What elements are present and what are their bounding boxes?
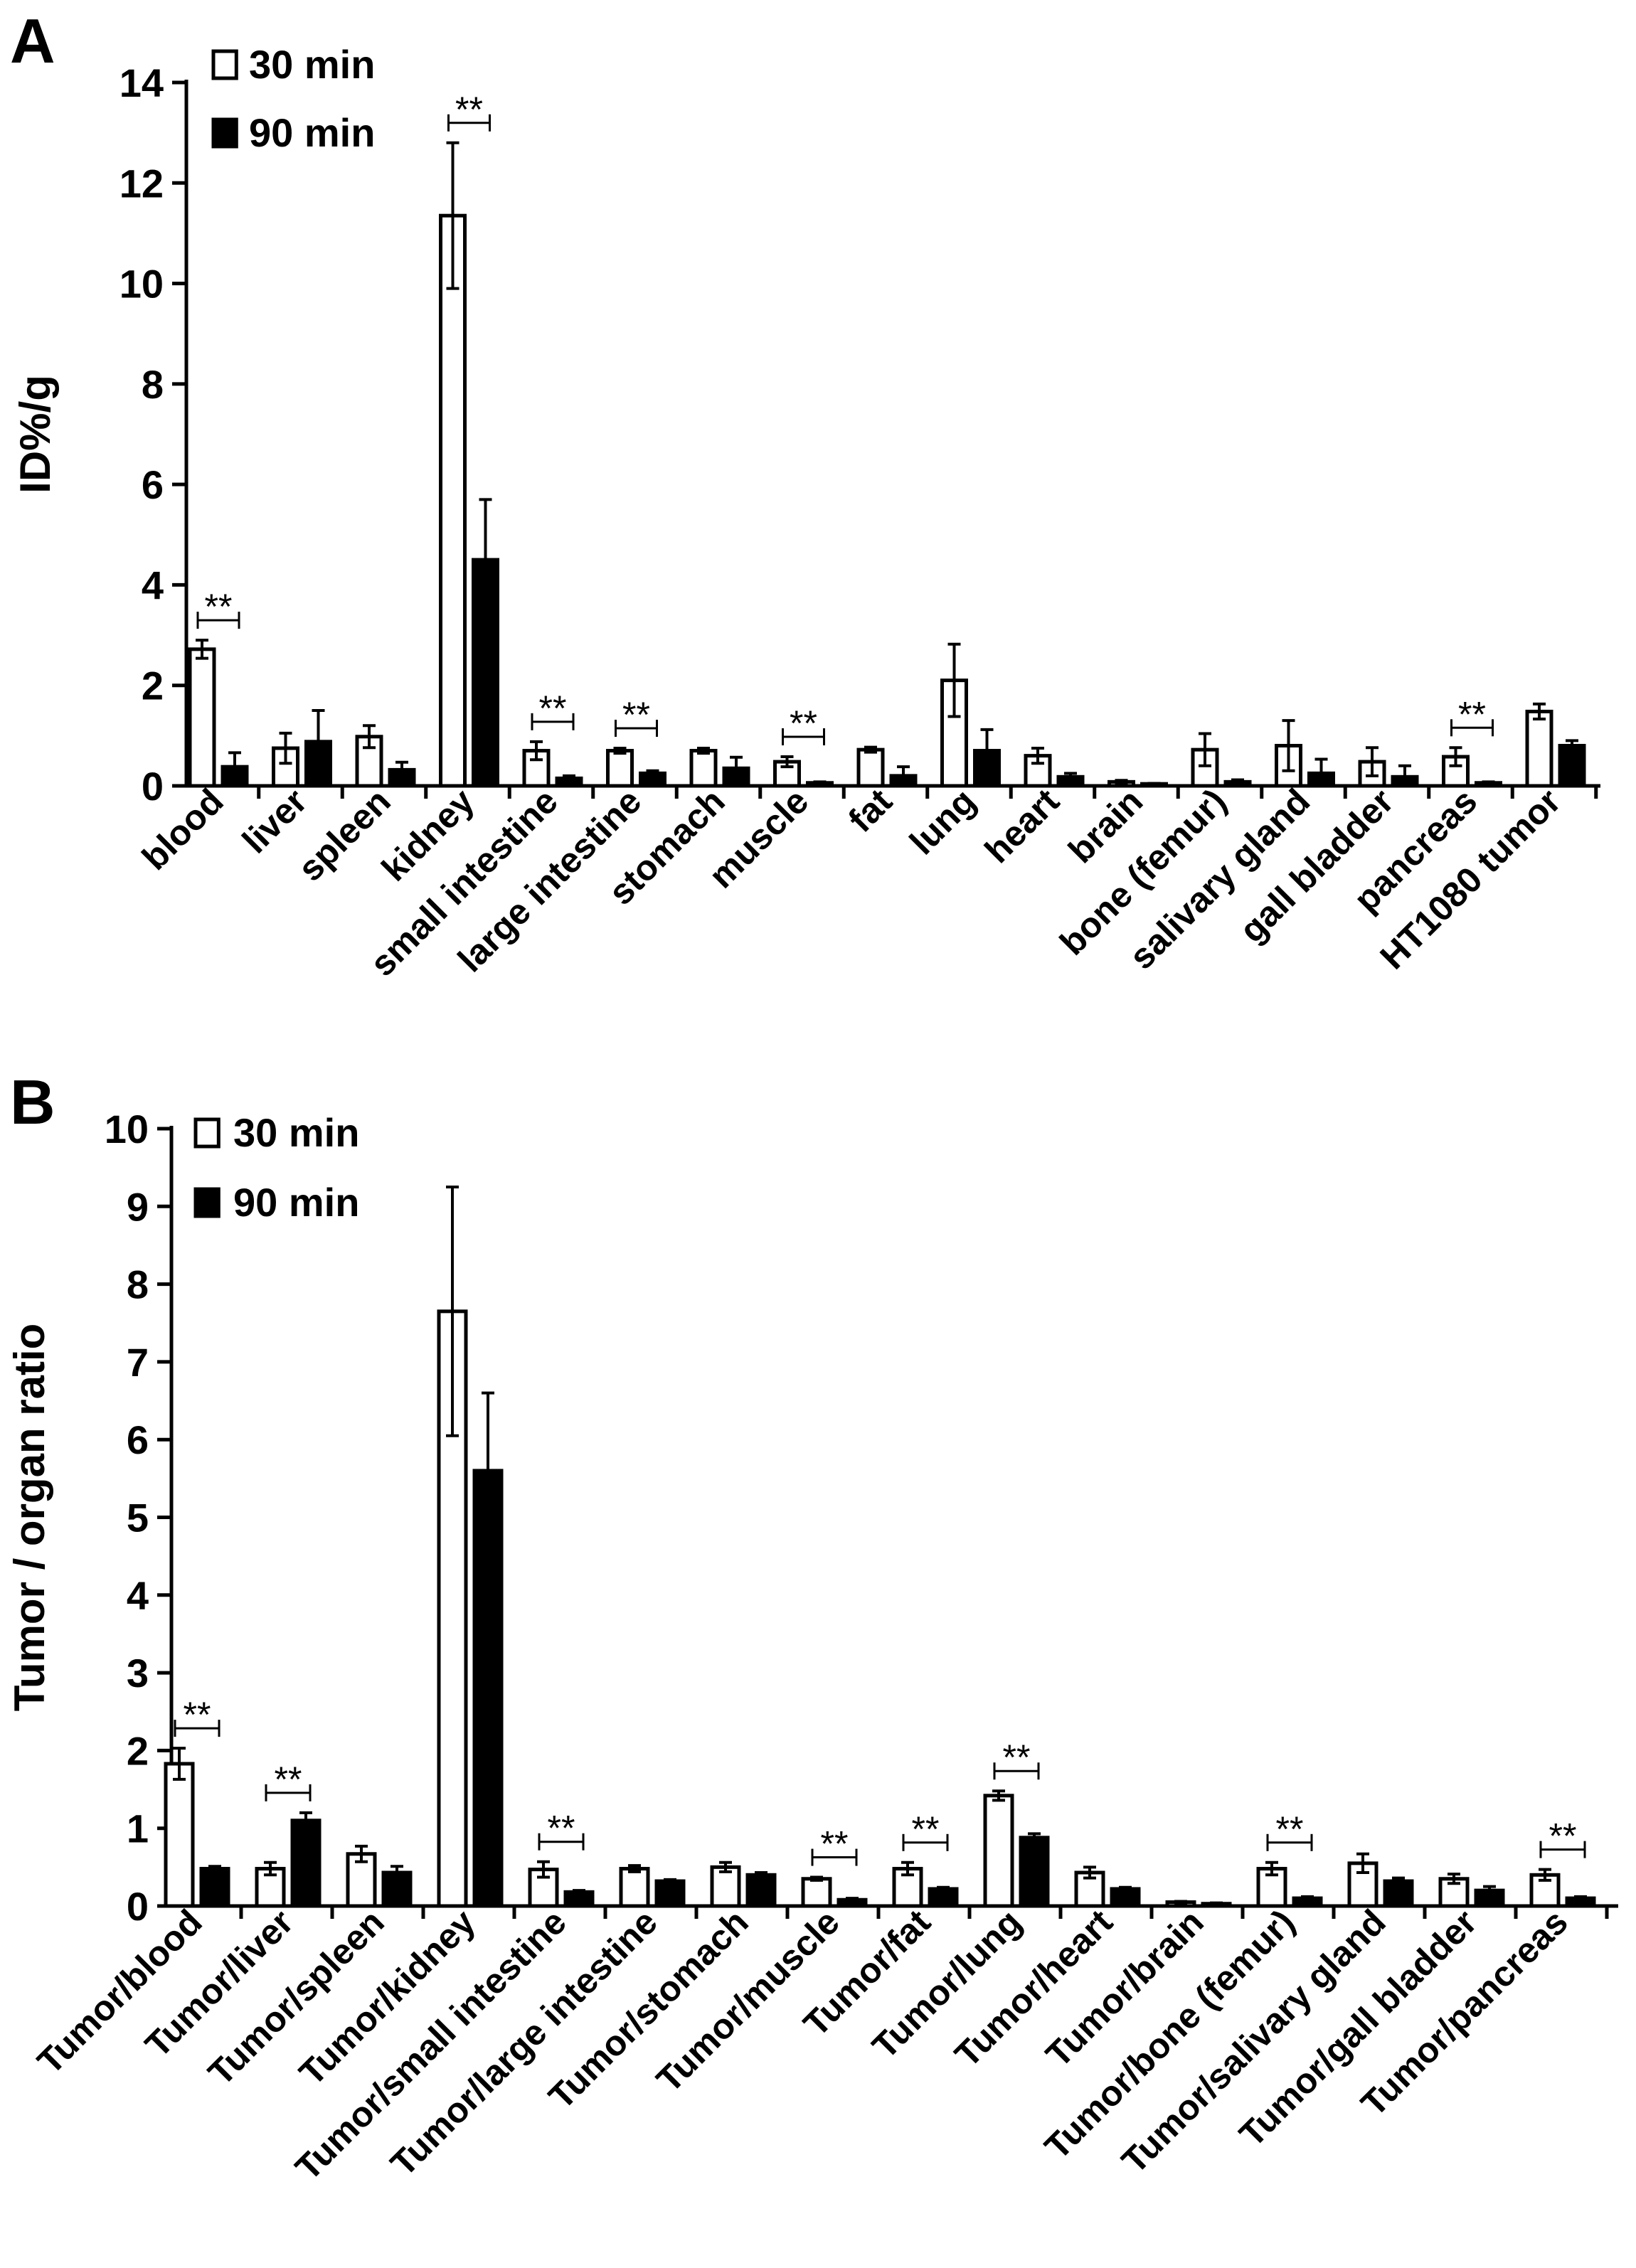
y-tick-label: 6 [142,462,164,507]
significance-marker: ** [1003,1737,1031,1777]
y-tick-label: 0 [127,1884,149,1929]
x-category-label: lung [902,781,983,862]
bar-90min-6 [745,1873,777,1908]
bar-30min-7 [801,1877,832,1908]
bar-30min-8 [856,747,885,788]
legend-swatch-30min [211,49,238,80]
legend-label-90min: 90 min [249,110,375,155]
significance-marker: ** [548,1809,575,1848]
x-category-label: Tumor/brain [1039,1902,1211,2075]
y-tick-label: 10 [119,262,164,307]
y-tick-label: 3 [127,1651,149,1695]
bar-30min-15 [1529,1873,1561,1908]
panel-label-b: B [10,1067,55,1137]
bar-30min-2 [346,1852,377,1908]
bar-30min-9 [983,1794,1014,1908]
bar-30min-5 [606,749,634,788]
legend-label-30min: 30 min [249,42,375,87]
bar-30min-0 [164,1762,195,1908]
y-tick-label: 5 [127,1496,149,1540]
y-tick-label: 4 [142,563,164,607]
significance-marker: ** [1276,1809,1304,1849]
y-tick-label: 10 [105,1107,149,1151]
significance-marker: ** [622,695,650,735]
panel-label-a: A [10,6,55,76]
bar-30min-5 [619,1867,650,1908]
y-tick-label: 2 [142,664,164,708]
bar-90min-0 [199,1867,230,1908]
bar-90min-1 [290,1819,322,1908]
y-tick-label: 12 [119,161,164,206]
significance-marker: ** [1458,694,1486,734]
significance-marker: ** [184,1695,211,1735]
bar-30min-16 [1525,709,1553,788]
y-axis-label: ID%/g [11,375,59,494]
significance-marker: ** [790,703,817,743]
legend-label-90min: 90 min [233,1180,359,1225]
y-tick-label: 0 [142,764,164,809]
bar-90min-5 [654,1879,686,1908]
y-tick-label: 9 [127,1184,149,1229]
bar-30min-6 [689,749,718,788]
significance-marker: ** [455,90,483,129]
significance-marker: ** [539,688,567,728]
legend-label-30min: 30 min [233,1110,359,1155]
y-tick-label: 1 [127,1806,149,1851]
legend-swatch-90min [211,117,238,149]
x-category-label: fat [841,781,900,840]
significance-marker: ** [205,587,233,627]
x-category-label: Tumor/heart [947,1902,1120,2075]
bar-30min-3 [439,213,467,788]
significance-marker: ** [821,1824,849,1864]
bar-30min-0 [188,647,216,788]
y-tick-label: 8 [142,362,164,407]
significance-marker: ** [275,1759,302,1799]
y-tick-label: 7 [127,1340,149,1385]
y-tick-label: 6 [127,1417,149,1462]
y-tick-label: 14 [119,60,164,105]
bar-90min-9 [1019,1836,1050,1908]
y-tick-label: 8 [127,1262,149,1307]
x-category-label: heart [977,781,1067,871]
y-tick-label: 2 [127,1728,149,1773]
legend-swatch-30min [193,1117,221,1149]
legend-swatch-90min [193,1187,221,1218]
y-tick-label: 4 [127,1573,149,1618]
significance-marker: ** [1549,1816,1577,1856]
x-category-label: spleen [290,781,398,889]
y-axis-label: Tumor / organ ratio [6,1324,53,1712]
significance-marker: ** [912,1809,940,1849]
